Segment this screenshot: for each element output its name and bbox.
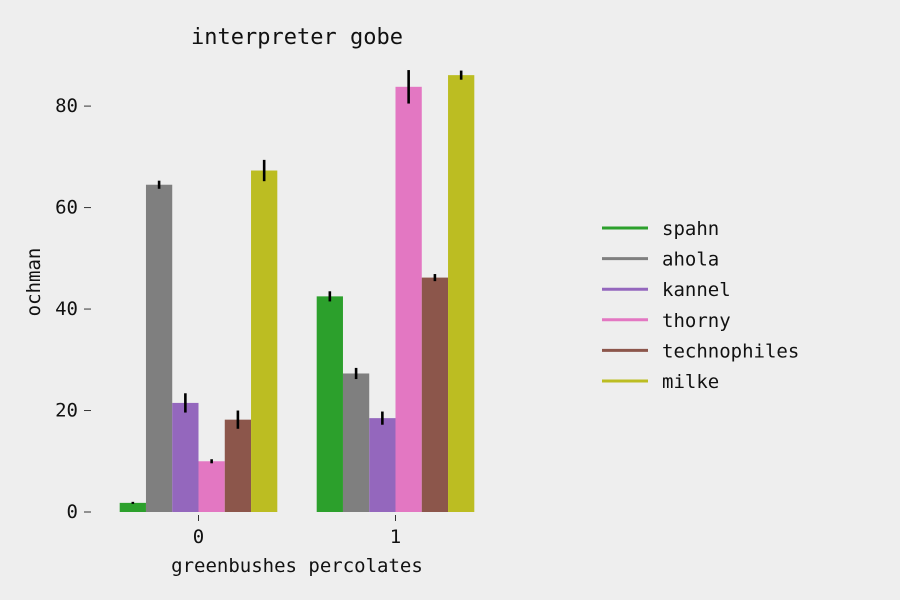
bars-group — [119, 75, 475, 513]
error-bars-group — [131, 70, 463, 504]
bar-milke-1 — [448, 75, 475, 512]
x-tick-label: 1 — [390, 526, 401, 548]
bar-kannel-1 — [369, 418, 396, 512]
y-tick-label: 80 — [55, 95, 78, 117]
legend-label-kannel: kannel — [662, 279, 731, 301]
y-tick-label: 40 — [55, 298, 78, 320]
y-tick-label: 20 — [55, 400, 78, 422]
bar-spahn-1 — [316, 296, 343, 512]
bar-thorny-1 — [395, 86, 422, 512]
bar-spahn-0 — [119, 502, 146, 512]
legend-label-technophiles: technophiles — [662, 340, 799, 362]
x-tick-label: 0 — [193, 526, 204, 548]
bar-technophiles-0 — [224, 419, 252, 512]
bar-ahola-0 — [145, 184, 173, 513]
y-axis-label: ochman — [23, 248, 45, 317]
chart-title: interpreter gobe — [191, 25, 403, 50]
legend: spahn ahola kannel thorny technophiles milke — [602, 218, 799, 393]
legend-label-ahola: ahola — [662, 249, 719, 271]
legend-label-spahn: spahn — [662, 218, 719, 240]
legend-label-milke: milke — [662, 371, 719, 393]
bar-technophiles-1 — [421, 277, 449, 512]
bar-kannel-0 — [172, 402, 199, 512]
y-axis-ticks: 0 20 40 60 80 — [55, 95, 91, 523]
y-tick-label: 60 — [55, 197, 78, 219]
bar-ahola-1 — [342, 373, 370, 512]
bar-thorny-0 — [198, 461, 225, 512]
x-axis-label: greenbushes percolates — [171, 555, 423, 577]
bar-milke-0 — [251, 170, 278, 512]
y-tick-label: 0 — [67, 501, 78, 523]
legend-label-thorny: thorny — [662, 310, 731, 332]
